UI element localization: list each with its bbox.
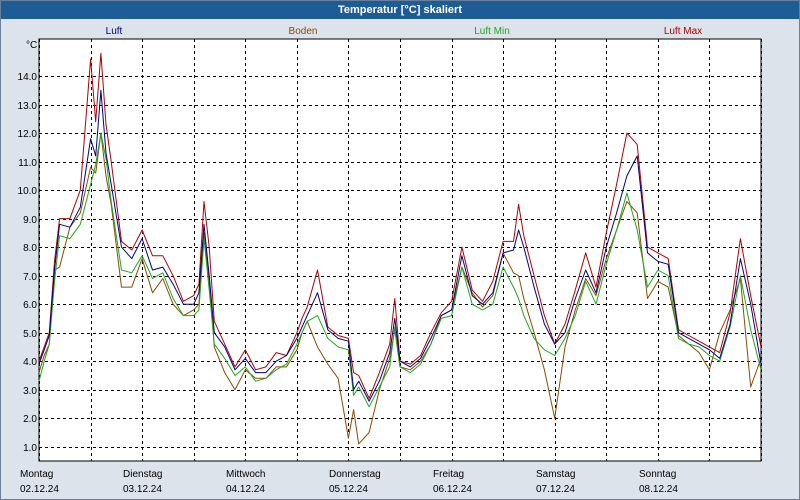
y-tick-label: 10.0 [18,186,38,197]
y-tick-label: 14.0 [18,72,38,83]
legend-item: Luft Min [474,26,510,37]
series-line [38,89,762,402]
x-tick-day: Sonntag [639,469,676,480]
x-tick-date: 06.12.24 [433,484,472,495]
y-axis-ticks: 1.0 2.0 3.0 4.0 5.0 6.0 7.0 8.0 9.0 10.0 11.0 12.0 1… [18,72,38,454]
y-tick-label: 6.0 [23,300,37,311]
legend-item: Luft [106,26,123,37]
y-axis-label: °C [26,40,37,51]
series-line [38,132,762,445]
legend-item: Boden [289,26,318,37]
legend-item: Luft Max [664,26,702,37]
x-tick-day: Freitag [433,469,464,480]
x-tick-date: 04.12.24 [226,484,265,495]
x-tick-day: Donnerstag [329,469,381,480]
x-tick-day: Mittwoch [226,469,265,480]
y-tick-label: 13.0 [18,101,38,112]
legend: Luft Boden Luft Min Luft Max [106,26,703,37]
x-tick-date: 05.12.24 [329,484,368,495]
series-lines [38,52,762,445]
y-tick-label: 8.0 [23,243,37,254]
y-tick-label: 3.0 [23,386,37,397]
y-tick-label: 11.0 [18,158,37,169]
y-tick-label: 12.0 [18,129,38,140]
chart-title: Temperatur [°C] skaliert [1,1,799,19]
series-line [38,132,762,408]
x-tick-day: Dienstag [123,469,162,480]
series-line [38,52,762,399]
x-tick-date: 03.12.24 [123,484,162,495]
y-tick-label: 2.0 [23,414,37,425]
y-tick-label: 1.0 [23,443,37,454]
x-axis-ticks: Montag 02.12.24 Dienstag 03.12.24 Mittwoch 04… [20,469,678,495]
x-tick-date: 07.12.24 [536,484,575,495]
x-tick-day: Samstag [536,469,575,480]
y-tick-label: 7.0 [23,272,37,283]
x-tick-date: 08.12.24 [639,484,678,495]
x-tick-date: 02.12.24 [20,484,59,495]
y-tick-label: 9.0 [23,215,37,226]
y-tick-label: 5.0 [23,329,37,340]
y-tick-label: 4.0 [23,357,37,368]
x-tick-day: Montag [20,469,53,480]
grid-lines [39,39,762,461]
